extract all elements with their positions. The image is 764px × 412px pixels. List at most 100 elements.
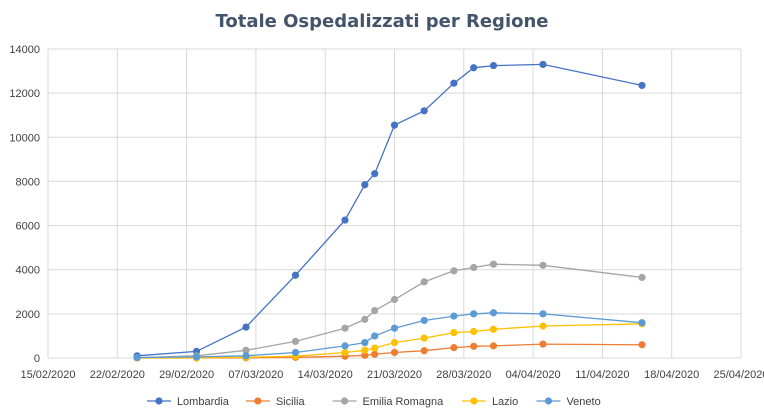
data-point-emilia-romagna: [450, 267, 457, 274]
data-point-lazio: [470, 328, 477, 335]
data-point-lazio: [371, 344, 378, 351]
data-point-emilia-romagna: [539, 262, 546, 269]
y-tick-label: 0: [34, 353, 40, 365]
data-point-lazio: [361, 347, 368, 354]
y-tick-label: 10000: [9, 132, 40, 144]
grid-layer: [48, 49, 741, 358]
series-lazio: [134, 320, 646, 361]
legend-label: Lazio: [492, 396, 518, 408]
y-axis-ticks: 0 2000 4000 6000 8000 10000 12000 14000: [9, 44, 40, 365]
data-point-lombardia: [371, 170, 378, 177]
x-tick-label: 15/02/2020: [20, 369, 75, 381]
legend-item-sicilia: Sicilia: [246, 396, 306, 408]
data-point-veneto: [361, 339, 368, 346]
x-tick-label: 29/02/2020: [159, 369, 214, 381]
data-point-lombardia: [341, 216, 348, 223]
data-point-lombardia: [391, 122, 398, 129]
legend-item-lombardia: Lombardia: [147, 396, 230, 408]
data-point-veneto: [490, 309, 497, 316]
series-line-lombardia: [137, 64, 642, 355]
data-point-sicilia: [638, 341, 645, 348]
x-tick-label: 11/04/2020: [575, 369, 629, 381]
data-point-emilia-romagna: [292, 338, 299, 345]
data-point-lazio: [539, 322, 546, 329]
x-tick-label: 14/03/2020: [298, 369, 353, 381]
x-tick-label: 18/04/2020: [644, 369, 699, 381]
data-point-veneto: [193, 353, 200, 360]
y-tick-label: 8000: [16, 176, 40, 188]
data-point-lombardia: [470, 64, 477, 71]
legend-marker: [470, 397, 477, 404]
x-tick-label: 21/03/2020: [367, 369, 422, 381]
legend: Lombardia Sicilia Emilia Romagna Lazio Venet…: [147, 396, 601, 408]
series-line-veneto: [137, 313, 642, 358]
data-point-sicilia: [371, 351, 378, 358]
series-emilia-romagna: [134, 261, 646, 362]
data-point-sicilia: [391, 349, 398, 356]
y-tick-label: 2000: [16, 309, 40, 321]
data-point-emilia-romagna: [638, 274, 645, 281]
y-tick-label: 4000: [16, 265, 40, 277]
legend-label: Emilia Romagna: [363, 396, 445, 408]
legend-item-emilia-romagna: Emilia Romagna: [333, 396, 445, 408]
data-point-veneto: [341, 342, 348, 349]
legend-label: Veneto: [566, 396, 600, 408]
data-point-lombardia: [490, 62, 497, 69]
data-point-sicilia: [490, 342, 497, 349]
y-tick-label: 12000: [9, 88, 40, 100]
data-point-sicilia: [470, 343, 477, 350]
data-point-emilia-romagna: [341, 325, 348, 332]
legend-marker: [155, 397, 162, 404]
y-tick-label: 14000: [9, 44, 40, 56]
data-point-veneto: [292, 349, 299, 356]
legend-marker: [254, 397, 261, 404]
data-point-lombardia: [292, 272, 299, 279]
data-point-lombardia: [450, 80, 457, 87]
data-point-lazio: [341, 349, 348, 356]
data-point-veneto: [450, 312, 457, 319]
data-point-lombardia: [638, 82, 645, 89]
y-tick-label: 6000: [16, 221, 40, 233]
data-point-veneto: [539, 310, 546, 317]
data-point-veneto: [638, 319, 645, 326]
data-point-lazio: [450, 329, 457, 336]
x-tick-label: 07/03/2020: [228, 369, 283, 381]
data-point-lombardia: [242, 324, 249, 331]
data-point-lazio: [421, 335, 428, 342]
data-point-veneto: [371, 332, 378, 339]
data-point-emilia-romagna: [490, 261, 497, 268]
data-point-veneto: [470, 310, 477, 317]
data-point-emilia-romagna: [371, 307, 378, 314]
data-point-veneto: [134, 354, 141, 361]
data-point-veneto: [391, 325, 398, 332]
data-point-lombardia: [539, 61, 546, 68]
x-tick-label: 28/03/2020: [436, 369, 491, 381]
data-point-sicilia: [539, 340, 546, 347]
x-tick-label: 04/04/2020: [506, 369, 561, 381]
chart-title: Totale Ospedalizzati per Regione: [215, 11, 548, 32]
data-point-emilia-romagna: [361, 316, 368, 323]
legend-item-veneto: Veneto: [536, 396, 600, 408]
data-point-veneto: [242, 352, 249, 359]
legend-label: Sicilia: [276, 396, 306, 408]
x-axis-ticks: 15/02/2020 22/02/2020 29/02/2020 07/03/2020…: [20, 369, 764, 381]
x-tick-label: 22/02/2020: [90, 369, 145, 381]
data-point-sicilia: [421, 347, 428, 354]
legend-label: Lombardia: [177, 396, 230, 408]
series-lombardia: [134, 61, 646, 360]
x-tick-label: 25/04/2020: [713, 369, 764, 381]
data-point-lombardia: [361, 181, 368, 188]
legend-marker: [341, 397, 348, 404]
data-point-lazio: [391, 339, 398, 346]
legend-marker: [545, 397, 552, 404]
series-layer: [134, 61, 646, 362]
data-point-lombardia: [421, 107, 428, 114]
data-point-emilia-romagna: [470, 264, 477, 271]
data-point-lazio: [490, 326, 497, 333]
chart-container: Totale Ospedalizzati per Regione 0 2000 40…: [0, 0, 764, 412]
data-point-veneto: [421, 317, 428, 324]
line-chart: Totale Ospedalizzati per Regione 0 2000 40…: [0, 0, 764, 412]
data-point-emilia-romagna: [391, 296, 398, 303]
legend-item-lazio: Lazio: [462, 396, 518, 408]
data-point-emilia-romagna: [421, 278, 428, 285]
